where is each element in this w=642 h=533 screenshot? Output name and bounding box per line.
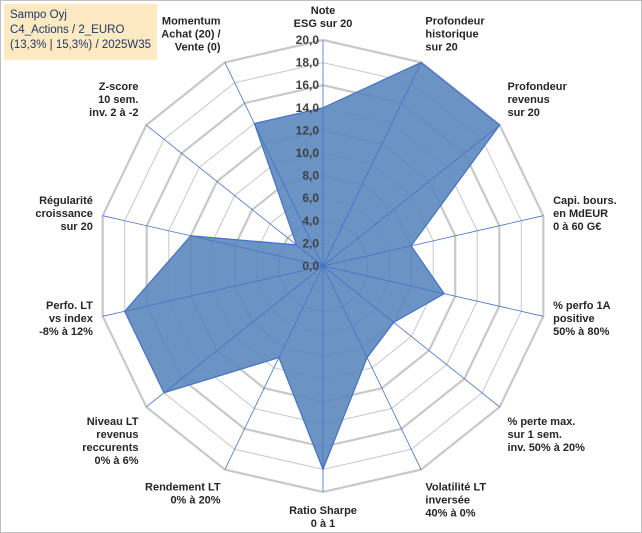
radial-axis: [146, 124, 324, 267]
title-category: C4_Actions / 2_EURO: [10, 24, 125, 36]
radial-axis: [322, 215, 544, 267]
category-label: Perfo. LT vs index -8% à 12%: [39, 300, 94, 338]
category-label: % perfo 1A positive 50% à 80%: [553, 300, 611, 338]
category-label: Note ESG sur 20: [294, 5, 353, 30]
radial-axis: [224, 62, 324, 267]
r-tick-label: 8,0: [302, 169, 319, 183]
r-tick-label: 10,0: [296, 146, 320, 160]
category-label: Volatilité LT inversée 40% à 0%: [425, 482, 486, 520]
r-tick-label: 14,0: [296, 101, 320, 115]
r-tick-label: 2,0: [302, 236, 319, 250]
radial-axis: [102, 215, 324, 267]
category-label: Niveau LT revenus reccurents 0% à 6%: [82, 416, 139, 467]
category-label: % perte max. sur 1 sem. inv. 50% à 20%: [508, 416, 586, 454]
chart-title-box: Sampo Oyj C4_Actions / 2_EURO (13,3% | 1…: [4, 4, 157, 60]
category-label-layer: Note ESG sur 20 Profondeur historique sur 20…: [35, 5, 616, 530]
radial-axis: [146, 265, 324, 408]
category-label: Profondeur historique sur 20: [425, 15, 485, 53]
category-label: Z-score 10 sem. inv. 2 à -2: [89, 81, 138, 119]
radial-axis: [322, 265, 500, 408]
r-tick-label: 4,0: [302, 214, 319, 228]
radial-axis: [322, 265, 422, 470]
category-label: Rendement LT 0% à 20%: [145, 482, 221, 507]
title-scores: (13,3% | 15,3%) / 2025W35: [10, 39, 152, 51]
category-label: Ratio Sharpe 0 à 1: [289, 505, 357, 530]
radial-axis: [224, 265, 324, 470]
radial-axis: [322, 265, 544, 317]
r-tick-label: 18,0: [296, 56, 320, 70]
axis-layer: [102, 40, 544, 492]
r-tick-label: 16,0: [296, 78, 320, 92]
r-tick-label: 20,0: [296, 33, 320, 47]
r-tick-label: 0,0: [302, 259, 319, 273]
category-label: Momentum Achat (20) / Vente (0): [161, 15, 221, 53]
tick-label-layer: 0,0 2,0 4,0 6,0 8,0 10,0 12,0 14,0 16,0 18,0 20,0: [296, 33, 320, 273]
radial-axis: [322, 124, 500, 267]
r-tick-label: 12,0: [296, 123, 320, 137]
radial-axis: [322, 62, 422, 267]
category-label: Régularité croissance sur 20: [35, 195, 92, 233]
r-tick-label: 6,0: [302, 191, 319, 205]
category-label: Capi. bours. en MdEUR 0 à 60 G€: [553, 195, 617, 233]
title-company: Sampo Oyj: [10, 9, 67, 21]
radial-axis: [102, 265, 324, 317]
category-label: Profondeur revenus sur 20: [508, 81, 568, 119]
